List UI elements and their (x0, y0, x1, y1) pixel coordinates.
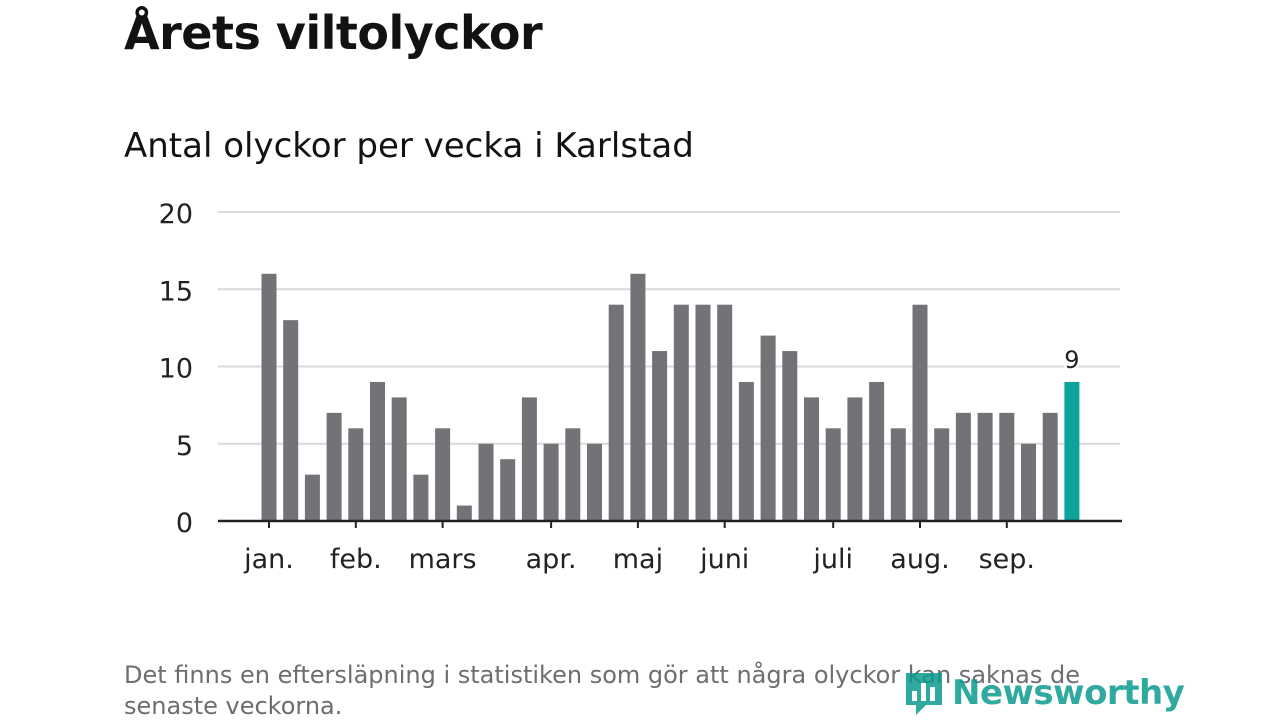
bar-week-27 (825, 428, 841, 521)
bar-week-13 (521, 397, 537, 521)
bar-week-36 (1021, 443, 1036, 521)
x-tick-label: juni (699, 544, 749, 575)
x-tick-label: juli (812, 544, 853, 575)
bar-week-25 (782, 351, 798, 521)
bar-week-21 (695, 304, 711, 521)
bar-week-4 (326, 412, 342, 521)
y-tick-label: 5 (176, 431, 193, 462)
y-tick-label: 15 (159, 276, 193, 307)
bar-chart-logo-icon (906, 673, 942, 715)
x-tick-label: jan. (243, 544, 294, 575)
bar-week-15 (565, 428, 581, 521)
bar-week-33 (955, 412, 971, 521)
bar-week-26 (804, 397, 819, 521)
x-tick-label: mars (409, 544, 477, 575)
y-tick-label: 20 (159, 199, 193, 230)
bar-week-7 (391, 397, 407, 521)
bars (261, 273, 1080, 521)
x-tick-label: sep. (979, 544, 1035, 575)
bar-week-16 (587, 443, 602, 521)
bar-week-20 (673, 304, 689, 521)
bar-week-3 (304, 474, 320, 521)
bar-week-17 (608, 304, 624, 521)
bar-week-5 (348, 428, 364, 521)
bar-week-23 (738, 381, 754, 521)
y-tick-label: 0 (176, 508, 193, 539)
brand-name: Newsworthy (952, 673, 1185, 713)
x-tick-label: feb. (330, 544, 382, 575)
bar-week-24 (760, 335, 776, 521)
bar-week-35 (999, 412, 1015, 521)
bar-week-29 (869, 381, 885, 521)
x-tick-label: apr. (526, 544, 577, 575)
bar-week-1 (261, 273, 277, 521)
bar-week-18 (630, 273, 646, 521)
chart-title: Årets viltolyckor (124, 6, 543, 60)
bar-week-22 (717, 304, 733, 521)
bar-week-19 (652, 351, 668, 521)
grid-lines (218, 211, 1120, 445)
bar-week-37 (1042, 412, 1058, 521)
bar-current-week (1064, 381, 1080, 521)
y-axis-ticks: 0 5 10 15 20 (159, 199, 193, 539)
bar-week-28 (847, 397, 863, 521)
bar-week-8 (413, 474, 429, 521)
bar-week-9 (435, 428, 451, 521)
bar-week-31 (912, 304, 928, 521)
bar-week-32 (934, 428, 950, 521)
x-tick-label: maj (613, 544, 663, 575)
bar-week-11 (478, 443, 494, 521)
bar-week-14 (543, 443, 559, 521)
bar-week-6 (370, 381, 385, 521)
bar-week-34 (977, 412, 993, 521)
x-axis-ticks: jan. feb. mars apr. maj juni juli aug. sep. (243, 521, 1035, 575)
bar-week-12 (500, 459, 516, 521)
y-tick-label: 10 (159, 354, 193, 385)
bar-chart: 0 5 10 15 20 jan. feb. mars apr. maj juni juli aug.… (159, 199, 1122, 575)
bar-week-30 (890, 428, 906, 521)
data-labels: 9 (1062, 343, 1082, 376)
bar-week-10 (456, 505, 472, 521)
data-label-current-week: 9 (1064, 346, 1079, 374)
x-tick-label: aug. (890, 544, 949, 575)
newsworthy-logo: Newsworthy (902, 668, 1185, 718)
chart-subtitle: Antal olyckor per vecka i Karlstad (124, 126, 694, 166)
bar-week-2 (283, 320, 299, 521)
